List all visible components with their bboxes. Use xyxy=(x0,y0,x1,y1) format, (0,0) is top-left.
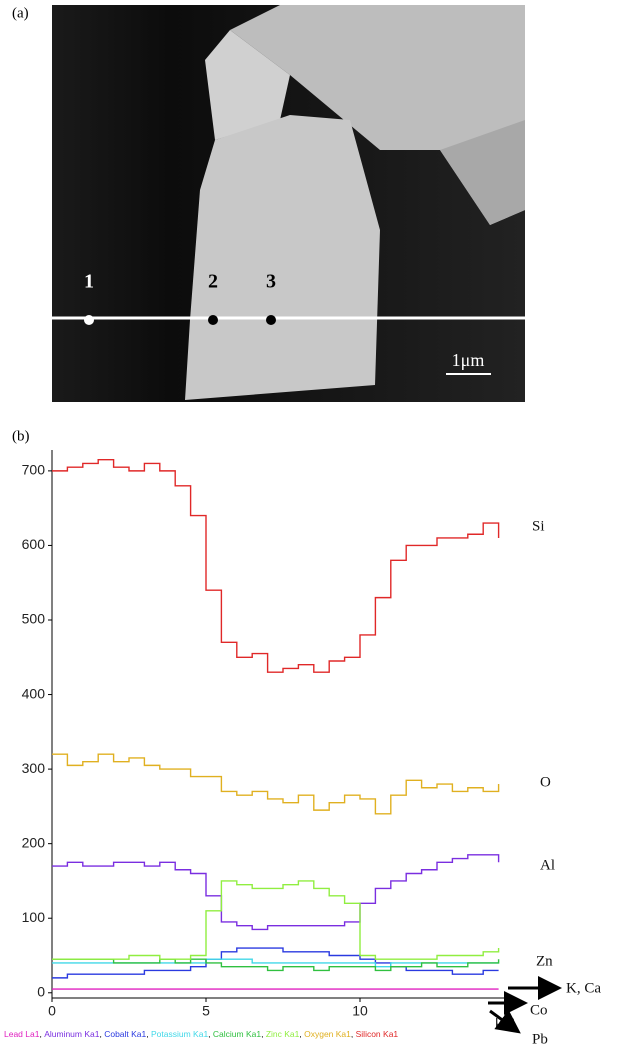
point-label: 2 xyxy=(208,271,218,293)
data-line xyxy=(52,880,500,960)
y-tick-label: 0 xyxy=(37,983,45,999)
annotation: Co xyxy=(530,1002,548,1018)
data-line xyxy=(52,458,500,673)
legend-entry: Cobalt Ka1 xyxy=(104,1029,147,1039)
y-tick-label: 200 xyxy=(22,834,46,850)
data-line xyxy=(52,947,499,979)
legend-entry: Oxygen Ka1 xyxy=(304,1029,351,1039)
legend-separator: , xyxy=(350,1029,356,1039)
annotation: K, Ca xyxy=(566,980,601,996)
y-tick-label: 400 xyxy=(22,685,46,701)
annotation: Pb xyxy=(532,1031,548,1045)
point-label: 1 xyxy=(84,271,94,293)
legend-separator: , xyxy=(261,1029,266,1039)
y-tick-label: 700 xyxy=(22,462,46,478)
annotation: Al xyxy=(540,857,555,873)
annotation: Si xyxy=(532,518,545,534)
y-tick-label: 100 xyxy=(22,909,46,925)
legend-separator: , xyxy=(39,1029,45,1039)
legend-separator: , xyxy=(99,1029,105,1039)
legend-entry: Calcium Ka1 xyxy=(212,1029,262,1039)
legend-separator: , xyxy=(146,1029,151,1039)
legend-separator: , xyxy=(299,1029,305,1039)
panel-label: (a) xyxy=(12,5,29,21)
y-tick-label: 300 xyxy=(22,760,46,776)
legend: Lead La1, Aluminum Ka1, Cobalt Ka1, Pota… xyxy=(4,1029,524,1039)
x-tick-label: 0 xyxy=(48,1003,56,1019)
annotation: O xyxy=(540,774,551,790)
point-label: 3 xyxy=(266,271,276,293)
legend-entry: Aluminum Ka1 xyxy=(44,1029,100,1039)
x-tick-label: 5 xyxy=(202,1003,210,1019)
data-line xyxy=(52,958,500,972)
legend-separator: , xyxy=(208,1029,213,1039)
annotation: Zn xyxy=(536,953,553,969)
data-line xyxy=(52,753,500,815)
data-line xyxy=(52,854,500,931)
sem-image xyxy=(52,5,525,402)
legend-entry: Potassium Ka1 xyxy=(151,1029,209,1039)
y-tick-label: 500 xyxy=(22,611,46,627)
scale-bar-label: 1μm xyxy=(452,350,485,370)
y-tick-label: 600 xyxy=(22,536,46,552)
legend-entry: Silicon Ka1 xyxy=(355,1029,399,1039)
legend-entry: Lead La1 xyxy=(4,1029,40,1039)
panel-label: (b) xyxy=(12,428,30,444)
x-tick-label: 10 xyxy=(352,1003,368,1019)
legend-entry: Zinc Ka1 xyxy=(265,1029,300,1039)
annotation-arrows xyxy=(488,976,562,1034)
